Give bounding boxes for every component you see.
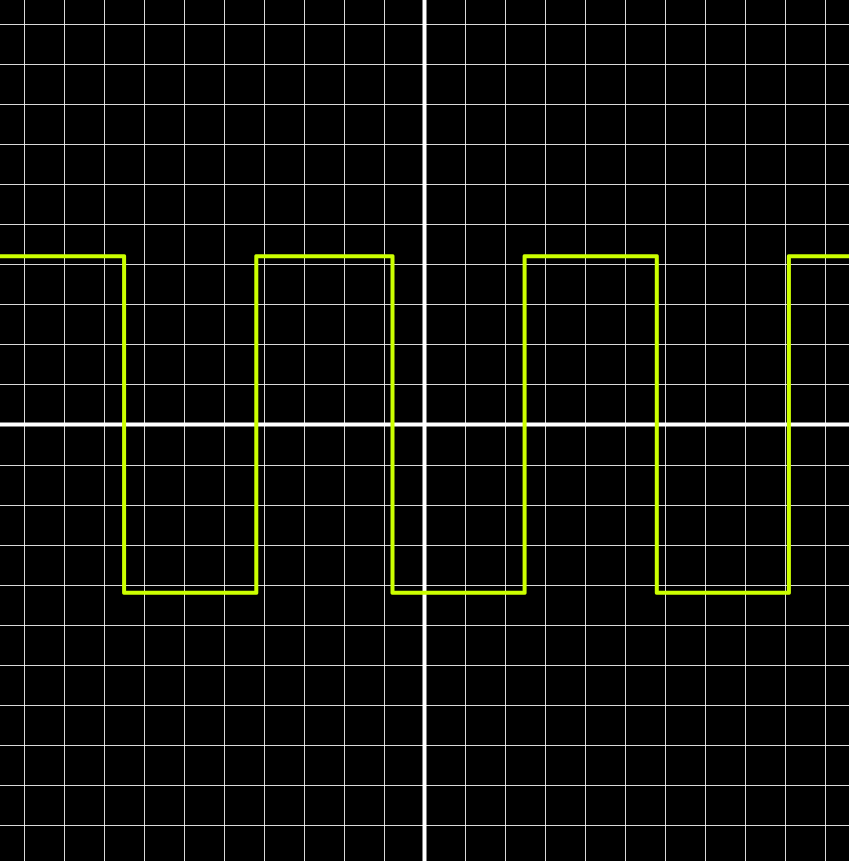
traces bbox=[0, 254, 849, 595]
square-wave-trace bbox=[0, 254, 849, 595]
